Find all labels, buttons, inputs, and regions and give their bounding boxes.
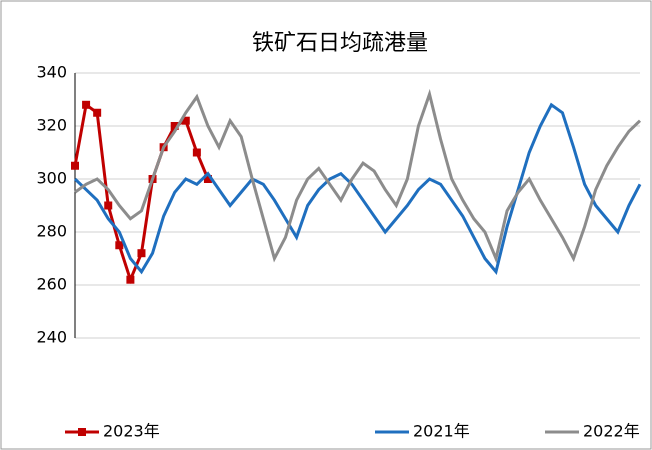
y-tick-label: 320 [36,116,67,135]
point-marker [93,108,102,117]
chart-title: 铁矿石日均疏港量 [252,31,428,56]
point-marker [126,275,135,284]
legend-label: 2022年 [583,422,640,441]
point-marker [181,116,190,125]
point-marker [137,249,146,258]
point-marker [192,148,201,157]
y-tick-label: 260 [36,275,67,294]
legend-marker [78,428,86,436]
point-marker [170,122,179,130]
point-marker [71,161,79,170]
legend-label: 2021年 [413,422,470,441]
point-marker [82,100,91,109]
y-tick-label: 340 [36,63,67,82]
y-tick-label: 280 [36,222,67,241]
y-tick-label: 300 [36,169,67,188]
y-tick-label: 240 [36,328,67,347]
legend-label: 2023年 [103,422,160,441]
series-line [74,88,642,264]
point-marker [115,241,124,250]
point-marker [203,175,212,183]
point-marker [104,201,113,210]
series-line [73,102,642,275]
